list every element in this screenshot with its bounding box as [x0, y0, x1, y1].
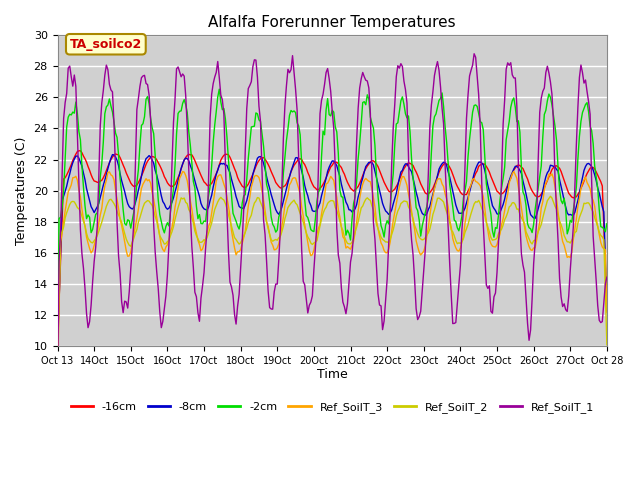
- Legend: -16cm, -8cm, -2cm, Ref_SoilT_3, Ref_SoilT_2, Ref_SoilT_1: -16cm, -8cm, -2cm, Ref_SoilT_3, Ref_Soil…: [66, 398, 598, 418]
- Title: Alfalfa Forerunner Temperatures: Alfalfa Forerunner Temperatures: [209, 15, 456, 30]
- Y-axis label: Temperatures (C): Temperatures (C): [15, 136, 28, 245]
- X-axis label: Time: Time: [317, 368, 348, 381]
- Text: TA_soilco2: TA_soilco2: [70, 38, 142, 51]
